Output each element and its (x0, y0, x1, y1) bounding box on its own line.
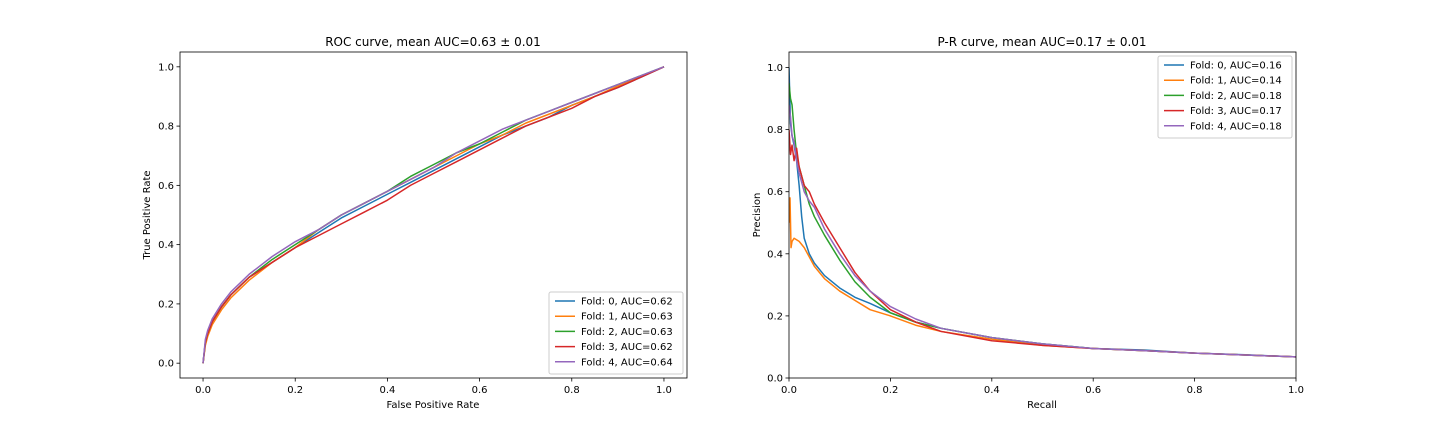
roc-x-tick-label: 0.2 (287, 385, 303, 396)
pr-y-tick-label: 0.4 (767, 249, 783, 260)
pr-y-tick: 0.6 (767, 187, 789, 198)
pr-x-tick-label: 0.8 (1187, 385, 1203, 396)
roc-legend-frame (548, 291, 684, 375)
pr-legend-frame (1157, 55, 1293, 139)
pr-y-tick-label: 0.8 (767, 125, 783, 136)
pr-x-tick-label: 1.0 (1288, 385, 1304, 396)
pr-legend-item: Fold: 3, AUC=0.17 (1164, 106, 1282, 117)
roc-series-4 (202, 66, 665, 364)
roc-y-tick-label: 0.2 (158, 299, 174, 310)
roc-x-tick-label: 0.8 (564, 385, 580, 396)
roc-y-label: True Positive Rate (142, 170, 153, 260)
pr-x-tick: 0.0 (781, 378, 797, 396)
pr-legend-label: Fold: 2, AUC=0.18 (1190, 91, 1282, 102)
pr-legend-label: Fold: 1, AUC=0.14 (1190, 76, 1282, 87)
pr-y-tick: 1.0 (767, 63, 789, 74)
roc-chart: ROC curve, mean AUC=0.63 ± 0.01 0.0 0.2 0.… (142, 35, 688, 411)
pr-legend-label: Fold: 3, AUC=0.17 (1190, 106, 1282, 117)
roc-y-tick: 0.0 (158, 359, 180, 370)
roc-x-tick: 0.4 (379, 378, 395, 396)
pr-legend-label: Fold: 4, AUC=0.18 (1190, 121, 1282, 132)
pr-legend-label: Fold: 0, AUC=0.16 (1190, 61, 1282, 72)
roc-y-tick-label: 1.0 (158, 62, 174, 73)
roc-legend-item: Fold: 1, AUC=0.63 (555, 312, 673, 323)
roc-x-tick-label: 0.0 (195, 385, 211, 396)
roc-legend-item: Fold: 3, AUC=0.62 (555, 342, 673, 353)
roc-y-ticks: 0.0 0.2 0.4 0.6 0.8 1.0 (158, 62, 180, 370)
pr-x-ticks: 0.0 0.2 0.4 0.6 0.8 1.0 (781, 378, 1304, 396)
roc-legend-label: Fold: 1, AUC=0.63 (581, 312, 673, 323)
roc-axes-frame (179, 51, 688, 379)
pr-legend-item: Fold: 0, AUC=0.16 (1164, 61, 1282, 72)
roc-x-tick-label: 1.0 (656, 385, 672, 396)
roc-legend-item: Fold: 0, AUC=0.62 (555, 297, 673, 308)
pr-legend: Fold: 0, AUC=0.16 Fold: 1, AUC=0.14 Fold: … (1157, 55, 1293, 139)
pr-x-tick: 0.2 (882, 378, 898, 396)
pr-y-tick-label: 0.6 (767, 187, 783, 198)
roc-title: ROC curve, mean AUC=0.63 ± 0.01 (325, 35, 541, 49)
pr-y-tick: 0.0 (767, 374, 789, 385)
roc-x-tick: 0.2 (287, 378, 303, 396)
roc-y-tick: 0.8 (158, 122, 180, 133)
pr-y-tick: 0.2 (767, 311, 789, 322)
pr-y-tick-label: 0.2 (767, 311, 783, 322)
roc-curves (202, 66, 665, 364)
roc-legend-label: Fold: 3, AUC=0.62 (581, 342, 673, 353)
roc-legend: Fold: 0, AUC=0.62 Fold: 1, AUC=0.63 Fold: … (548, 291, 684, 375)
pr-series-4 (789, 104, 1296, 358)
pr-chart: P-R curve, mean AUC=0.17 ± 0.01 0.0 0.2 0.… (752, 35, 1304, 411)
pr-legend-item: Fold: 4, AUC=0.18 (1164, 121, 1282, 132)
pr-axes-frame (788, 51, 1297, 379)
pr-y-tick-label: 1.0 (767, 63, 783, 74)
roc-legend-item: Fold: 2, AUC=0.63 (555, 327, 673, 338)
pr-y-tick-label: 0.0 (767, 374, 783, 385)
pr-x-tick-label: 0.0 (781, 385, 797, 396)
pr-y-tick: 0.4 (767, 249, 789, 260)
roc-series-3 (202, 66, 665, 364)
roc-y-tick-label: 0.0 (158, 359, 174, 370)
pr-y-label: Precision (752, 193, 763, 238)
roc-y-tick: 0.2 (158, 299, 180, 310)
pr-y-ticks: 0.0 0.2 0.4 0.6 0.8 1.0 (767, 63, 789, 385)
roc-legend-label: Fold: 2, AUC=0.63 (581, 327, 673, 338)
pr-legend-item: Fold: 1, AUC=0.14 (1164, 76, 1282, 87)
roc-y-tick: 1.0 (158, 62, 180, 73)
pr-x-tick: 0.6 (1085, 378, 1101, 396)
pr-legend-item: Fold: 2, AUC=0.18 (1164, 91, 1282, 102)
roc-legend-label: Fold: 4, AUC=0.64 (581, 357, 673, 368)
roc-x-tick: 1.0 (656, 378, 672, 396)
pr-x-tick: 0.8 (1187, 378, 1203, 396)
roc-legend-label: Fold: 0, AUC=0.62 (581, 297, 673, 308)
pr-y-tick: 0.8 (767, 125, 789, 136)
pr-x-label: Recall (1027, 400, 1057, 411)
roc-x-tick: 0.8 (564, 378, 580, 396)
pr-x-tick-label: 0.4 (984, 385, 1000, 396)
pr-x-tick-label: 0.2 (882, 385, 898, 396)
roc-y-tick-label: 0.6 (158, 181, 174, 192)
roc-y-tick-label: 0.4 (158, 240, 174, 251)
roc-x-tick-label: 0.6 (472, 385, 488, 396)
pr-title: P-R curve, mean AUC=0.17 ± 0.01 (937, 35, 1146, 49)
pr-curves (789, 67, 1296, 358)
roc-x-tick: 0.6 (472, 378, 488, 396)
pr-x-tick: 1.0 (1288, 378, 1304, 396)
roc-x-label: False Positive Rate (387, 400, 480, 411)
roc-y-tick-label: 0.8 (158, 122, 174, 133)
roc-x-tick: 0.0 (195, 378, 211, 396)
roc-legend-item: Fold: 4, AUC=0.64 (555, 357, 673, 368)
roc-x-ticks: 0.0 0.2 0.4 0.6 0.8 1.0 (195, 378, 672, 396)
pr-x-tick: 0.4 (984, 378, 1000, 396)
pr-x-tick-label: 0.6 (1085, 385, 1101, 396)
roc-x-tick-label: 0.4 (379, 385, 395, 396)
roc-y-tick: 0.4 (158, 240, 180, 251)
roc-y-tick: 0.6 (158, 181, 180, 192)
